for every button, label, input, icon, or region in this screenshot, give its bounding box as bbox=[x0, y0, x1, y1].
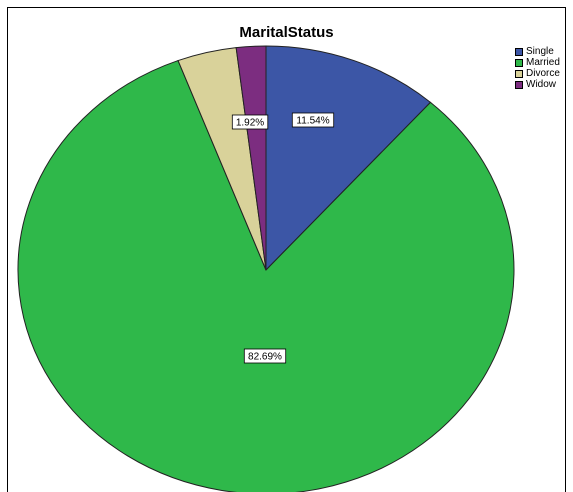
legend-swatch bbox=[515, 69, 523, 78]
legend-swatch bbox=[515, 47, 523, 56]
legend-item-divorce: Divorce bbox=[515, 68, 560, 79]
chart-title: MaritalStatus bbox=[239, 24, 334, 41]
legend-label: Single bbox=[526, 46, 554, 57]
data-label-widow: 1.92% bbox=[231, 114, 269, 130]
svg-text:82.69%: 82.69% bbox=[248, 352, 282, 363]
legend-item-widow: Widow bbox=[515, 79, 560, 90]
data-label-single: 11.54% bbox=[291, 112, 335, 128]
legend-label: Divorce bbox=[526, 68, 560, 79]
pie-slices bbox=[17, 45, 515, 492]
legend-item-married: Married bbox=[515, 57, 560, 68]
svg-text:11.54%: 11.54% bbox=[296, 116, 329, 127]
legend-swatch bbox=[515, 80, 523, 89]
legend-label: Married bbox=[526, 57, 560, 68]
pie-labels: 11.54% 82.69% 1.92% bbox=[231, 112, 335, 364]
legend-label: Widow bbox=[526, 79, 557, 90]
legend-item-single: Single bbox=[515, 46, 560, 57]
pie-slice-widow bbox=[235, 45, 267, 271]
pie-slice-single bbox=[265, 45, 432, 272]
legend: Single Married Divorce Widow bbox=[515, 46, 560, 90]
pie-slice-married bbox=[17, 59, 515, 492]
legend-swatch bbox=[515, 58, 523, 67]
data-label-married: 82.69% bbox=[243, 348, 287, 364]
svg-text:1.92%: 1.92% bbox=[236, 118, 264, 129]
